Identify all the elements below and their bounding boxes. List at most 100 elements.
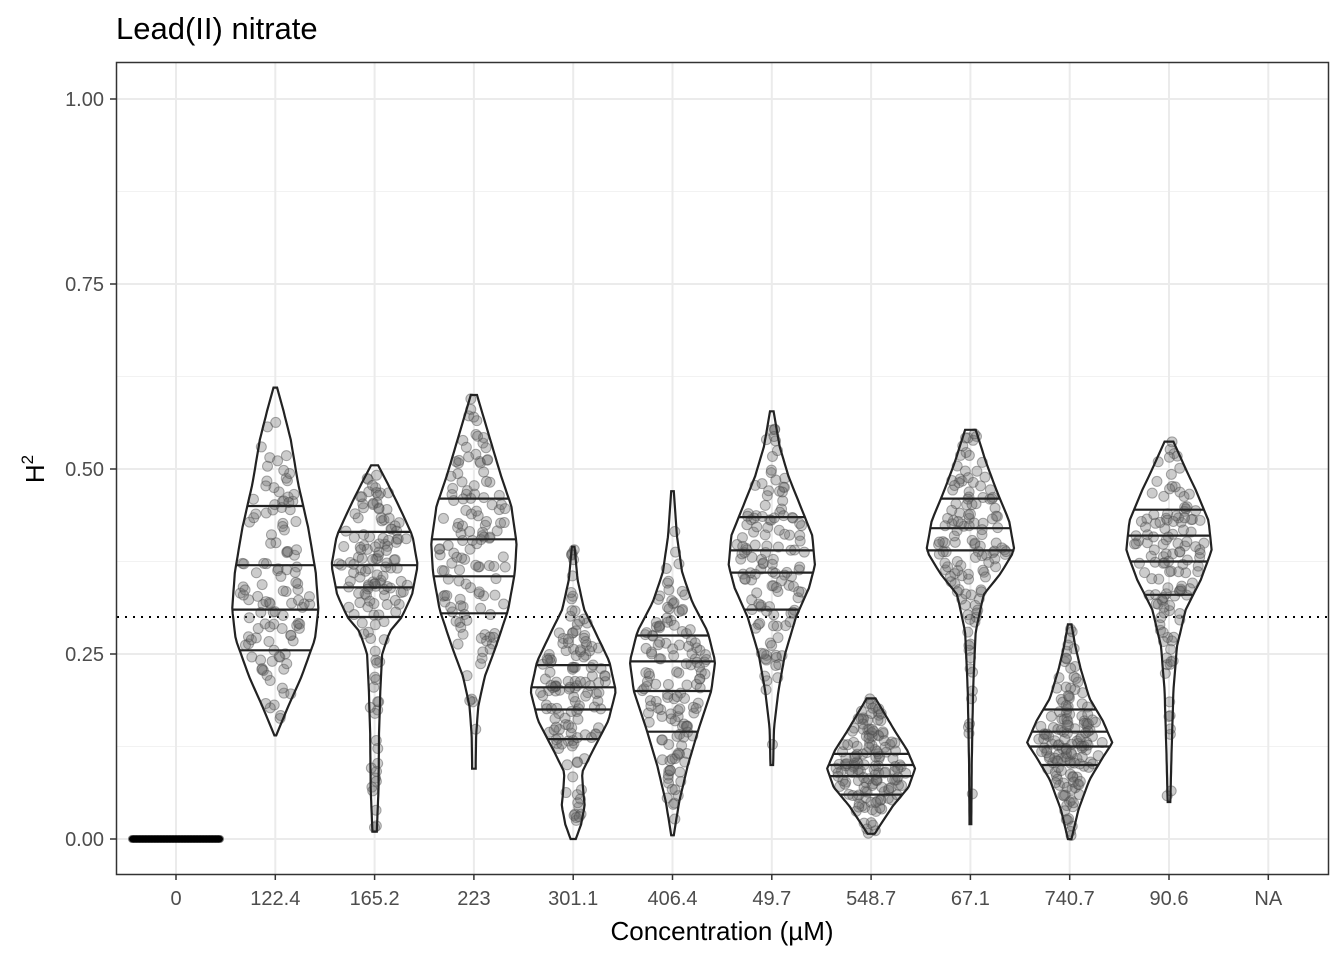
data-point: [260, 507, 272, 519]
data-point: [574, 644, 586, 656]
data-point: [748, 526, 760, 538]
data-point: [851, 740, 863, 752]
data-point: [676, 740, 688, 752]
data-point: [654, 636, 666, 648]
data-point: [368, 681, 380, 693]
data-point: [1038, 742, 1050, 754]
data-point: [866, 731, 878, 743]
data-point: [376, 515, 388, 527]
data-point: [1178, 491, 1190, 503]
violin-740.7: [1025, 623, 1114, 841]
data-point: [1139, 567, 1151, 579]
data-point: [586, 640, 598, 652]
data-point: [772, 585, 784, 597]
data-point: [671, 691, 683, 703]
data-point: [1067, 797, 1079, 809]
data-point: [1181, 554, 1193, 566]
y-axis-title-base: H: [20, 464, 50, 483]
data-point: [260, 596, 272, 608]
data-point: [285, 629, 297, 641]
data-point: [481, 635, 493, 647]
data-point: [238, 558, 250, 570]
x-tick-label: 548.7: [846, 888, 896, 910]
data-point: [669, 715, 681, 727]
data-point: [1033, 733, 1045, 745]
data-point: [765, 464, 777, 476]
data-point: [1055, 693, 1067, 705]
data-point: [858, 781, 870, 793]
data-point: [1061, 800, 1073, 812]
data-point: [569, 808, 581, 820]
data-point: [456, 552, 468, 564]
data-point: [548, 724, 560, 736]
data-point: [473, 586, 485, 598]
data-point: [542, 654, 554, 666]
data-point: [866, 779, 878, 791]
data-point: [672, 705, 684, 717]
data-point: [567, 771, 579, 783]
data-point: [889, 737, 901, 749]
data-point: [662, 678, 674, 690]
data-point: [1169, 590, 1181, 602]
data-point: [368, 598, 380, 610]
data-point: [952, 516, 964, 528]
data-point: [563, 719, 575, 731]
data-point: [766, 580, 778, 592]
data-point: [979, 571, 991, 583]
data-point: [581, 639, 593, 651]
data-point: [290, 516, 302, 528]
data-point: [373, 538, 385, 550]
data-point: [989, 553, 1001, 565]
data-point: [660, 637, 672, 649]
data-point: [498, 517, 510, 529]
data-point: [477, 526, 489, 538]
data-point: [370, 580, 382, 592]
data-point: [278, 663, 290, 675]
data-point: [260, 480, 272, 492]
data-point: [275, 570, 287, 582]
data-point: [245, 634, 257, 646]
data-point: [243, 594, 255, 606]
data-point: [1184, 583, 1196, 595]
data-point: [794, 517, 806, 529]
data-point: [785, 607, 797, 619]
data-point: [1049, 752, 1061, 764]
data-point: [250, 567, 262, 579]
data-point: [1158, 490, 1170, 502]
data-point: [476, 530, 488, 542]
data-point: [580, 635, 592, 647]
data-point: [779, 528, 791, 540]
data-point: [937, 546, 949, 558]
data-point: [694, 673, 706, 685]
data-point: [580, 690, 592, 702]
data-point: [656, 754, 668, 766]
data-point: [1186, 577, 1198, 589]
data-point: [1080, 727, 1092, 739]
data-point: [768, 620, 780, 632]
data-point: [543, 648, 555, 660]
data-point: [383, 534, 395, 546]
data-point: [885, 782, 897, 794]
data-point: [280, 472, 292, 484]
data-point: [879, 741, 891, 753]
chart-title: Lead(II) nitrate: [116, 11, 318, 46]
data-point: [490, 573, 502, 585]
data-point: [1041, 744, 1053, 756]
data-point: [436, 565, 448, 577]
data-point: [667, 598, 679, 610]
data-point: [866, 724, 878, 736]
data-point: [1071, 752, 1083, 764]
data-point: [370, 486, 382, 498]
data-point: [1074, 733, 1086, 745]
data-point: [475, 602, 487, 614]
data-point: [771, 620, 783, 632]
data-point: [562, 637, 574, 649]
data-point: [1078, 760, 1090, 772]
data-point: [390, 536, 402, 548]
data-point: [371, 569, 383, 581]
data-point: [369, 578, 381, 590]
data-point: [650, 678, 662, 690]
data-point: [574, 615, 586, 627]
data-point: [1164, 566, 1176, 578]
data-point: [760, 653, 772, 665]
